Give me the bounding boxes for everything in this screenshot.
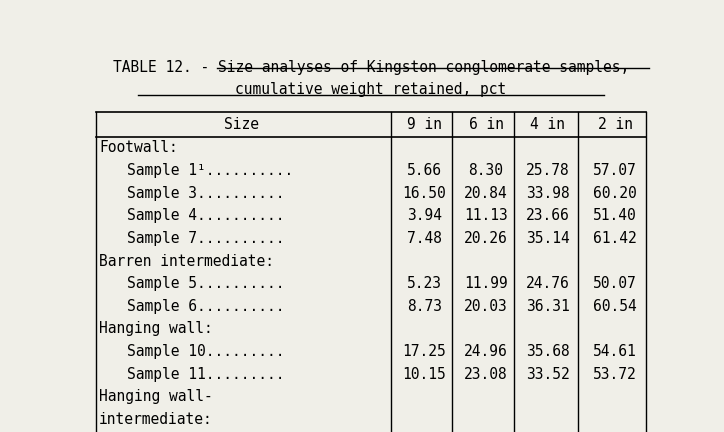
- Text: 24.76: 24.76: [526, 276, 570, 291]
- Text: 11.99: 11.99: [464, 276, 508, 291]
- Text: 51.40: 51.40: [593, 208, 637, 223]
- Text: 35.14: 35.14: [526, 231, 570, 246]
- Text: 60.54: 60.54: [593, 299, 637, 314]
- Text: Sample 3..........: Sample 3..........: [127, 186, 285, 201]
- Text: 3.94: 3.94: [407, 208, 442, 223]
- Text: 60.20: 60.20: [593, 186, 637, 201]
- Text: 8.30: 8.30: [468, 163, 504, 178]
- Text: 54.61: 54.61: [593, 344, 637, 359]
- Text: Footwall:: Footwall:: [99, 140, 177, 156]
- Text: 50.07: 50.07: [593, 276, 637, 291]
- Text: Sample 1¹..........: Sample 1¹..........: [127, 163, 293, 178]
- Text: 36.31: 36.31: [526, 299, 570, 314]
- Text: 9 in: 9 in: [407, 117, 442, 132]
- Text: 57.07: 57.07: [593, 163, 637, 178]
- Text: 33.98: 33.98: [526, 186, 570, 201]
- Text: 6 in: 6 in: [468, 117, 504, 132]
- Text: cumulative weight retained, pct: cumulative weight retained, pct: [235, 82, 507, 97]
- Text: intermediate:: intermediate:: [99, 412, 213, 427]
- Text: Barren intermediate:: Barren intermediate:: [99, 254, 274, 269]
- Text: Sample 7..........: Sample 7..........: [127, 231, 285, 246]
- Text: Sample 11.........: Sample 11.........: [127, 367, 285, 381]
- Text: TABLE 12. - Size analyses of Kingston conglomerate samples,: TABLE 12. - Size analyses of Kingston co…: [113, 60, 629, 75]
- Text: 7.48: 7.48: [407, 231, 442, 246]
- Text: Hanging wall:: Hanging wall:: [99, 321, 213, 337]
- Text: 20.84: 20.84: [464, 186, 508, 201]
- Text: Sample 5..........: Sample 5..........: [127, 276, 285, 291]
- Text: 35.68: 35.68: [526, 344, 570, 359]
- Text: 16.50: 16.50: [403, 186, 446, 201]
- Text: 24.96: 24.96: [464, 344, 508, 359]
- Text: 4 in: 4 in: [530, 117, 565, 132]
- Text: 20.03: 20.03: [464, 299, 508, 314]
- Text: Size: Size: [224, 117, 259, 132]
- Text: 23.66: 23.66: [526, 208, 570, 223]
- Text: Sample 6..........: Sample 6..........: [127, 299, 285, 314]
- Text: 20.26: 20.26: [464, 231, 508, 246]
- Text: 2 in: 2 in: [597, 117, 633, 132]
- Text: Sample 10.........: Sample 10.........: [127, 344, 285, 359]
- Text: 25.78: 25.78: [526, 163, 570, 178]
- Text: 10.15: 10.15: [403, 367, 446, 381]
- Text: 5.23: 5.23: [407, 276, 442, 291]
- Text: 17.25: 17.25: [403, 344, 446, 359]
- Text: 33.52: 33.52: [526, 367, 570, 381]
- Text: 8.73: 8.73: [407, 299, 442, 314]
- Text: Sample 4..........: Sample 4..........: [127, 208, 285, 223]
- Text: Hanging wall-: Hanging wall-: [99, 389, 213, 404]
- Text: 23.08: 23.08: [464, 367, 508, 381]
- Text: 61.42: 61.42: [593, 231, 637, 246]
- Text: 11.13: 11.13: [464, 208, 508, 223]
- Text: 5.66: 5.66: [407, 163, 442, 178]
- Text: 53.72: 53.72: [593, 367, 637, 381]
